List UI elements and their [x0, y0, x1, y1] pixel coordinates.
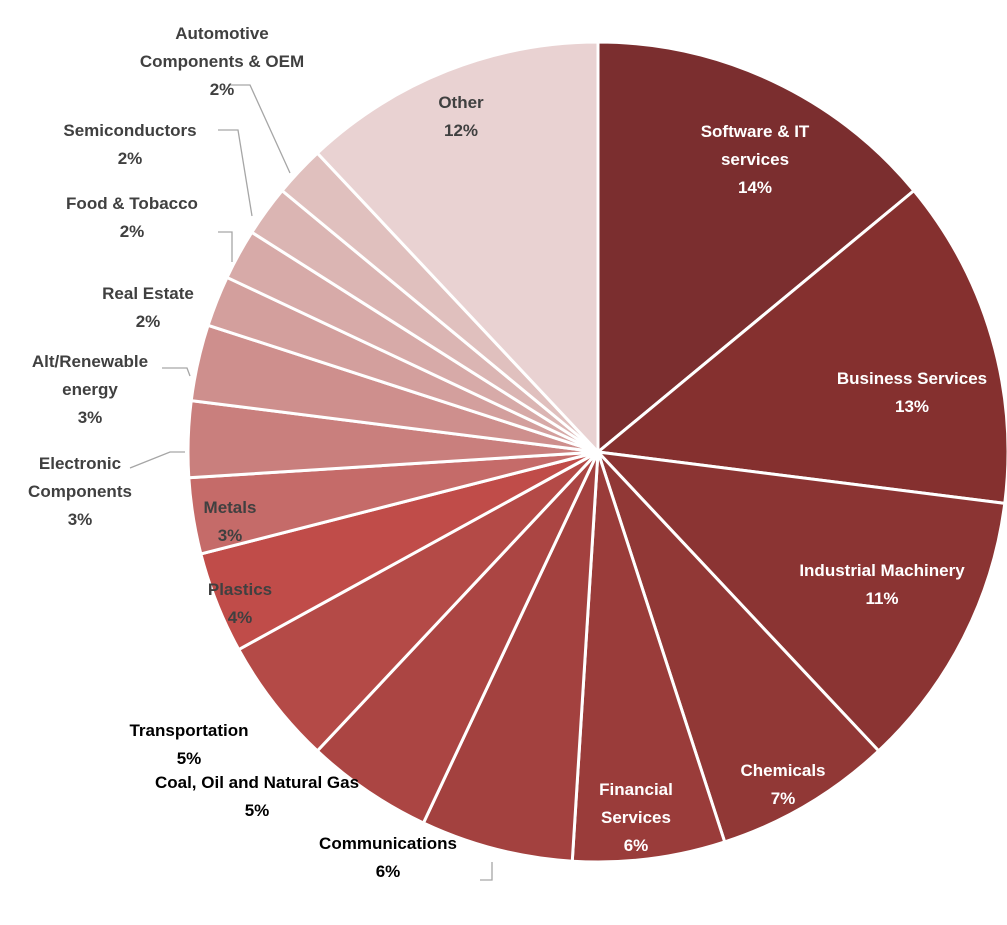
slice-label: Financial Services 6%	[581, 776, 691, 860]
category-label: Real Estate	[102, 284, 194, 303]
slice-label: Industrial Machinery 11%	[772, 557, 992, 613]
pie-slice	[421, 450, 600, 863]
slice-label: Business Services 13%	[822, 365, 1002, 421]
slice-label: Software & IT services 14%	[670, 118, 840, 202]
pie-slice	[596, 189, 1007, 505]
pie-slice	[315, 40, 600, 454]
slice-label: Other 12%	[401, 89, 521, 145]
value-label: 5%	[176, 749, 202, 768]
value-label: 2%	[119, 222, 145, 241]
pie-slice	[570, 450, 727, 864]
slice-label: Transportation 5%	[104, 717, 274, 773]
leader-line	[162, 367, 191, 377]
pie-slice	[596, 40, 916, 454]
category-label: Plastics	[207, 580, 273, 599]
category-label: Coal, Oil and Natural Gas	[154, 773, 360, 792]
value-label: 11%	[865, 589, 899, 608]
leader-line	[218, 231, 233, 262]
category-label: Alt/Renewable energy	[31, 352, 149, 399]
slice-label: Communications 6%	[288, 830, 488, 886]
pie-slice	[596, 450, 1007, 753]
category-label: Industrial Machinery	[799, 561, 965, 580]
value-label: 3%	[77, 408, 103, 427]
category-label: Automotive Components & OEM	[139, 24, 305, 71]
value-label: 3%	[217, 526, 243, 545]
value-label: 12%	[443, 121, 479, 140]
slice-label: Automotive Components & OEM 2%	[127, 20, 317, 104]
category-label: Communications	[319, 834, 457, 853]
value-label: 13%	[894, 397, 930, 416]
category-label: Semiconductors	[63, 121, 197, 140]
category-label: Transportation	[129, 721, 249, 740]
category-label: Other	[438, 93, 484, 112]
slice-label: Real Estate 2%	[73, 280, 223, 336]
value-label: 6%	[375, 862, 401, 881]
slice-label: Food & Tobacco 2%	[42, 190, 222, 246]
value-label: 3%	[67, 510, 93, 529]
category-label: Electronic Components	[28, 454, 132, 501]
category-label: Business Services	[836, 369, 988, 388]
leader-line	[129, 451, 185, 469]
value-label: 2%	[209, 80, 235, 99]
value-label: 2%	[117, 149, 143, 168]
category-label: Chemicals	[740, 761, 826, 780]
pie-slice	[596, 450, 881, 844]
category-label: Financial Services	[599, 780, 673, 827]
slice-label: Alt/Renewable energy 3%	[5, 348, 175, 432]
slice-label: Coal, Oil and Natural Gas 5%	[142, 769, 372, 825]
value-label: 2%	[135, 312, 161, 331]
slice-label: Metals 3%	[175, 494, 285, 550]
value-label: 6%	[623, 836, 649, 855]
value-label: 5%	[244, 801, 270, 820]
category-label: Software & IT services	[700, 122, 810, 169]
leader-line	[228, 84, 291, 174]
slice-label: Chemicals 7%	[723, 757, 843, 813]
value-label: 7%	[770, 789, 796, 808]
category-label: Food & Tobacco	[66, 194, 198, 213]
value-label: 4%	[227, 608, 253, 627]
value-label: 14%	[737, 178, 773, 197]
leader-line	[480, 862, 493, 881]
category-label: Metals	[203, 498, 257, 517]
slice-label: Semiconductors 2%	[40, 117, 220, 173]
leader-line	[218, 129, 253, 217]
slice-label: Plastics 4%	[185, 576, 295, 632]
slice-label: Electronic Components 3%	[5, 450, 155, 534]
